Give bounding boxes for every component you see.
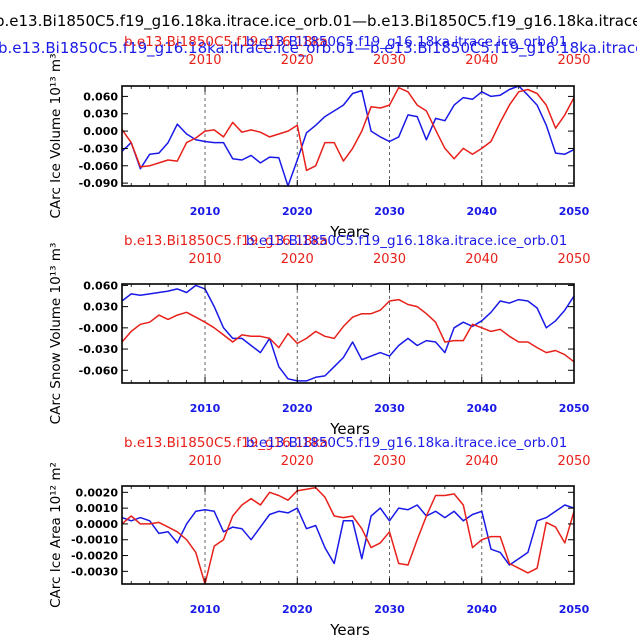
- x-tick-label-top: 2040: [465, 454, 498, 469]
- y-tick-label: 0.060: [83, 90, 118, 103]
- y-tick-label: -0.000: [79, 322, 119, 335]
- y-axis-label: CArc Ice Volume 10¹³ m³: [48, 54, 64, 219]
- x-tick-label-top: 2040: [465, 252, 498, 267]
- x-tick-label-top: 2030: [373, 53, 406, 68]
- x-tick-label-top: 2040: [465, 53, 498, 68]
- x-axis-label: Years: [329, 420, 370, 438]
- panel-1: b.e13.Bi1850C5.f19_g16.18kab.e13.Bi1850C…: [48, 34, 591, 241]
- y-tick-label: 0.000: [83, 125, 118, 138]
- panel-title-blue: b.e13.Bi1850C5.f19_g16.18ka.itrace.ice_o…: [246, 435, 567, 451]
- x-tick-label-top: 2010: [188, 454, 221, 469]
- x-tick-label-bottom: 2030: [374, 603, 405, 616]
- x-tick-label-bottom: 2040: [466, 205, 497, 218]
- x-tick-label-bottom: 2050: [559, 603, 590, 616]
- y-tick-label: 0.0020: [76, 486, 119, 499]
- panel-2: b.e13.Bi1850C5.f19_g16.18kab.e13.Bi1850C…: [48, 233, 591, 438]
- x-tick-label-top: 2050: [557, 454, 590, 469]
- x-tick-label-bottom: 2040: [466, 603, 497, 616]
- plot-frame: [121, 485, 575, 585]
- x-axis-label: Years: [329, 621, 370, 637]
- series-line-red: [121, 486, 575, 585]
- x-tick-label-top: 2030: [373, 454, 406, 469]
- x-tick-label-bottom: 2040: [466, 402, 497, 415]
- x-tick-label-top: 2010: [188, 252, 221, 267]
- y-tick-label: 0.030: [83, 108, 118, 121]
- x-tick-label-bottom: 2010: [190, 603, 221, 616]
- y-tick-label: -0.0030: [71, 565, 118, 578]
- x-tick-label-top: 2050: [557, 53, 590, 68]
- y-tick-label: -0.090: [79, 177, 119, 190]
- x-tick-label-bottom: 2010: [190, 402, 221, 415]
- x-tick-label-top: 2050: [557, 252, 590, 267]
- series-line-red: [121, 86, 575, 172]
- panel-title-red: b.e13.Bi1850C5.f19_g16.18ka: [124, 34, 328, 50]
- panel-title-red: b.e13.Bi1850C5.f19_g16.18ka: [124, 435, 328, 451]
- x-axis-label: Years: [329, 223, 370, 241]
- panel-3: b.e13.Bi1850C5.f19_g16.18kab.e13.Bi1850C…: [48, 435, 591, 639]
- x-tick-label-top: 2030: [373, 252, 406, 267]
- x-tick-label-bottom: 2030: [374, 205, 405, 218]
- series-line-red: [121, 298, 575, 363]
- x-tick-label-top: 2020: [281, 53, 314, 68]
- y-axis-label: CArc Ice Area 10¹² m²: [48, 462, 64, 608]
- x-tick-label-top: 2020: [281, 454, 314, 469]
- y-tick-label: 0.0010: [76, 502, 119, 515]
- y-tick-label: 0.0000: [76, 518, 119, 531]
- y-tick-label: -0.030: [79, 142, 119, 155]
- panel-title-red: b.e13.Bi1850C5.f19_g16.18ka: [124, 233, 328, 249]
- series-line-blue: [121, 284, 575, 382]
- plot-frame: [121, 85, 575, 187]
- x-tick-label-top: 2020: [281, 252, 314, 267]
- plot-frame: [121, 283, 575, 384]
- panel-title-blue: b.e13.Bi1850C5.f19_g16.18ka.itrace.ice_o…: [246, 233, 567, 249]
- y-tick-label: -0.030: [79, 343, 119, 356]
- series-line-blue: [121, 504, 575, 566]
- series-line-blue: [121, 85, 575, 187]
- x-tick-label-bottom: 2020: [282, 603, 313, 616]
- x-tick-label-bottom: 2020: [282, 205, 313, 218]
- page-title-black: b.e13.Bi1850C5.f19_g16.18ka.itrace.ice_o…: [0, 12, 637, 31]
- y-tick-label: 0.030: [83, 301, 118, 314]
- x-tick-label-top: 2010: [188, 53, 221, 68]
- y-tick-label: -0.0010: [71, 534, 118, 547]
- x-tick-label-bottom: 2050: [559, 402, 590, 415]
- y-tick-label: -0.0020: [71, 550, 118, 563]
- x-tick-label-bottom: 2030: [374, 402, 405, 415]
- x-tick-label-bottom: 2010: [190, 205, 221, 218]
- y-tick-label: 0.060: [83, 279, 118, 292]
- panel-title-blue: b.e13.Bi1850C5.f19_g16.18ka.itrace.ice_o…: [246, 34, 567, 50]
- x-tick-label-bottom: 2050: [559, 205, 590, 218]
- x-tick-label-bottom: 2020: [282, 402, 313, 415]
- y-tick-label: -0.060: [79, 160, 119, 173]
- y-tick-label: -0.060: [79, 364, 119, 377]
- page-title-blue: b.e13.Bi1850C5.f19_g16.18ka.itrace.ice_o…: [0, 39, 637, 58]
- y-axis-label: CArc Snow Volume 10¹³ m³: [48, 243, 64, 425]
